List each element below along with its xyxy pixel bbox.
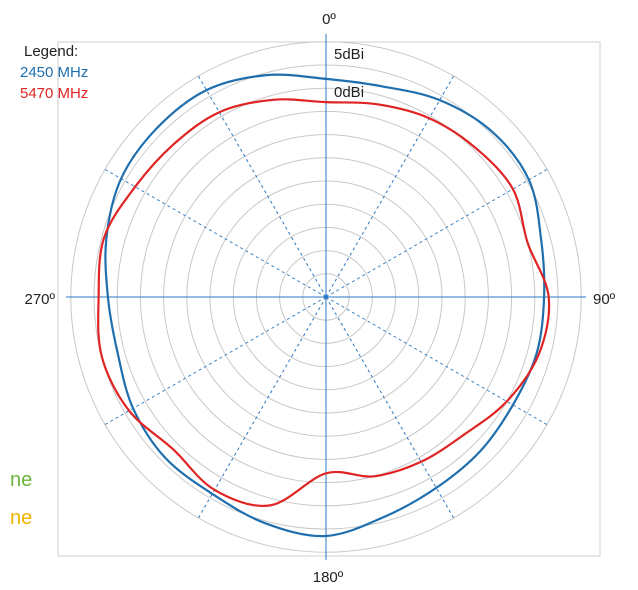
- angle-label-180: 180º: [313, 569, 344, 586]
- grid-spoke: [325, 75, 455, 298]
- grid-spoke: [197, 75, 327, 298]
- legend-entry-5470: 5470 MHz: [20, 85, 88, 102]
- grid-spoke: [104, 168, 327, 298]
- edge-fragment-green: ne: [10, 469, 32, 491]
- edge-fragment-yellow: ne: [10, 507, 32, 529]
- plot-frame: [57, 41, 601, 557]
- ring-label-5dbi: 5dBi: [334, 46, 364, 63]
- series-layer: [97, 73, 551, 538]
- angle-label-0: 0º: [322, 11, 336, 28]
- grid-spoke: [325, 296, 455, 519]
- series-line-5470-mhz: [97, 98, 551, 508]
- series-line-2450-mhz: [104, 73, 546, 538]
- grid-spoke: [325, 296, 548, 426]
- grid-spoke: [325, 168, 548, 298]
- legend-entry-2450: 2450 MHz: [20, 64, 88, 81]
- grid-spoke: [197, 296, 327, 519]
- grid-spoke: [104, 296, 327, 426]
- grid-spokes: [104, 75, 548, 519]
- main-axes: [66, 34, 586, 560]
- legend-title: Legend:: [24, 43, 78, 60]
- angle-label-270: 270º: [24, 291, 55, 308]
- ring-label-0dbi: 0dBi: [334, 84, 364, 101]
- angle-label-90: 90º: [593, 291, 616, 308]
